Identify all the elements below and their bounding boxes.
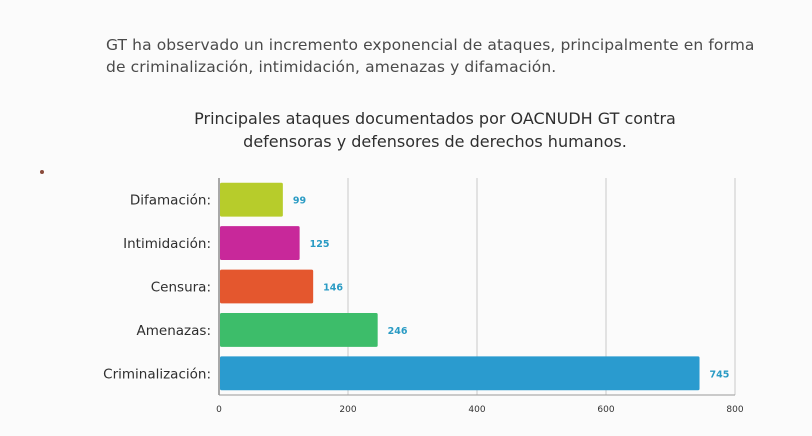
category-label: Amenazas: bbox=[137, 323, 211, 339]
value-label: 146 bbox=[323, 283, 343, 294]
value-label: 125 bbox=[310, 239, 330, 250]
bar-3 bbox=[220, 269, 314, 304]
intro-paragraph: GT ha observado un incremento exponencia… bbox=[106, 36, 755, 76]
value-label: 99 bbox=[293, 196, 306, 207]
x-tick-label: 400 bbox=[468, 405, 485, 415]
x-tick-label: 0 bbox=[216, 405, 222, 415]
x-tick-label: 200 bbox=[339, 405, 356, 415]
chart-title: Principales ataques documentados por OAC… bbox=[194, 109, 676, 151]
value-label: 745 bbox=[710, 369, 730, 380]
decorative-dot bbox=[40, 170, 44, 174]
bar-1 bbox=[220, 182, 283, 217]
bar-4 bbox=[220, 312, 378, 347]
x-tick-label: 600 bbox=[597, 405, 614, 415]
value-label: 246 bbox=[388, 326, 408, 337]
category-label: Intimidación: bbox=[123, 236, 211, 252]
category-label: Censura: bbox=[151, 280, 211, 296]
bar-5 bbox=[220, 356, 700, 391]
bar-2 bbox=[220, 226, 300, 261]
x-tick-label: 800 bbox=[726, 405, 743, 415]
category-label: Difamación: bbox=[130, 193, 211, 209]
category-label: Criminalización: bbox=[103, 366, 211, 382]
